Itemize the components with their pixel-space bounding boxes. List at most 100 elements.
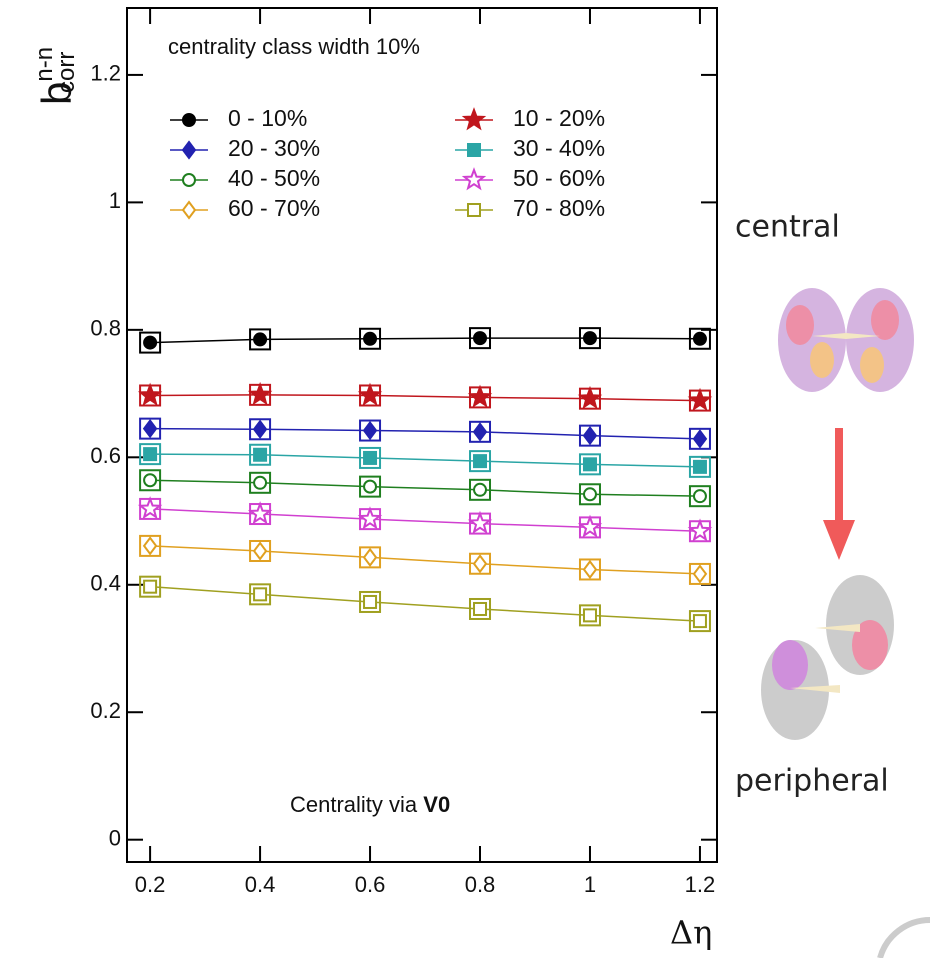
data-point bbox=[142, 536, 158, 556]
legend-marker bbox=[182, 113, 196, 127]
series-line bbox=[150, 585, 700, 622]
x-tick-label: 1.2 bbox=[685, 872, 716, 897]
syst-box bbox=[578, 604, 601, 627]
syst-box bbox=[578, 453, 601, 476]
data-point bbox=[582, 608, 597, 623]
x-axis-label: Δη bbox=[670, 914, 712, 952]
syst-box bbox=[578, 558, 601, 581]
legend-label: 30 - 40% bbox=[513, 135, 605, 161]
data-point bbox=[687, 387, 713, 412]
data-point bbox=[467, 510, 493, 535]
data-point bbox=[143, 473, 158, 488]
annotation: Centrality via V0 bbox=[290, 792, 450, 817]
data-point bbox=[143, 447, 158, 462]
syst-box bbox=[139, 534, 162, 557]
syst-box bbox=[139, 575, 162, 598]
syst-box bbox=[469, 450, 492, 473]
legend-title: centrality class width 10% bbox=[168, 34, 420, 59]
legend-marker bbox=[181, 140, 197, 160]
syst-box bbox=[359, 446, 382, 469]
y-label-sub: corr bbox=[53, 52, 80, 93]
annotation-text: Centrality via bbox=[290, 792, 423, 817]
data-point bbox=[692, 564, 708, 584]
plot-frame bbox=[126, 7, 718, 863]
side-label: central bbox=[735, 210, 840, 245]
legend-label: 20 - 30% bbox=[228, 135, 320, 161]
arrow-head bbox=[823, 520, 855, 560]
syst-box bbox=[688, 427, 711, 450]
series-line bbox=[150, 453, 700, 468]
y-tick-label: 1.2 bbox=[90, 61, 121, 86]
syst-box bbox=[139, 331, 162, 354]
legend-label: 50 - 60% bbox=[513, 165, 605, 191]
syst-box bbox=[249, 443, 272, 466]
data-point bbox=[247, 501, 273, 525]
data-point bbox=[692, 489, 707, 504]
data-point bbox=[252, 541, 268, 561]
syst-box bbox=[469, 420, 492, 443]
y-tick-label: 1 bbox=[109, 188, 121, 213]
y-label-sup: n-n bbox=[31, 47, 58, 82]
syst-box bbox=[688, 562, 711, 585]
arrow-shaft bbox=[835, 428, 843, 523]
data-point bbox=[363, 479, 378, 494]
data-point bbox=[362, 547, 378, 568]
syst-box bbox=[469, 597, 492, 620]
data-point bbox=[687, 518, 713, 542]
data-point bbox=[473, 482, 488, 497]
data-point bbox=[253, 332, 268, 347]
data-point bbox=[577, 385, 603, 410]
syst-box bbox=[359, 327, 382, 350]
data-point bbox=[357, 382, 383, 406]
y-tick-label: 0.4 bbox=[90, 571, 121, 596]
data-point bbox=[362, 420, 378, 441]
x-tick-label: 0.4 bbox=[245, 872, 276, 897]
legend-marker bbox=[181, 200, 197, 220]
data-point bbox=[582, 559, 598, 580]
data-point bbox=[577, 514, 603, 538]
series-line bbox=[150, 479, 700, 497]
legend-label: 60 - 70% bbox=[228, 195, 320, 221]
y-tick-label: 0 bbox=[109, 826, 121, 851]
corner-decoration bbox=[877, 917, 931, 958]
legend-label: 40 - 50% bbox=[228, 165, 320, 191]
data-point bbox=[252, 419, 268, 439]
nucleus-illustration bbox=[778, 288, 914, 392]
nucleus-illustration bbox=[761, 575, 894, 740]
data-point bbox=[582, 487, 597, 502]
data-point bbox=[137, 496, 163, 520]
legend-marker bbox=[182, 173, 196, 187]
data-point bbox=[363, 594, 378, 609]
syst-box bbox=[469, 327, 492, 350]
data-point bbox=[467, 384, 493, 408]
syst-box bbox=[139, 417, 162, 440]
x-tick-label: 0.8 bbox=[465, 872, 496, 897]
data-point bbox=[473, 601, 488, 616]
syst-box bbox=[578, 327, 601, 350]
legend-label: 0 - 10% bbox=[228, 105, 307, 131]
syst-box bbox=[359, 546, 382, 569]
x-tick-label: 0.6 bbox=[355, 872, 386, 897]
y-axis-label: bn-ncorr bbox=[31, 47, 80, 105]
legend-label: 10 - 20% bbox=[513, 105, 605, 131]
syst-box bbox=[249, 583, 272, 606]
syst-box bbox=[249, 471, 272, 494]
data-point bbox=[247, 381, 273, 406]
data-point bbox=[692, 459, 707, 474]
syst-box bbox=[469, 552, 492, 575]
syst-box bbox=[359, 475, 382, 498]
data-point bbox=[253, 447, 268, 462]
series-line bbox=[150, 508, 700, 532]
x-tick-label: 0.2 bbox=[135, 872, 166, 897]
data-point bbox=[692, 614, 707, 629]
syst-box bbox=[688, 455, 711, 478]
legend-marker bbox=[467, 143, 481, 157]
data-point bbox=[363, 331, 378, 346]
data-point bbox=[473, 454, 488, 469]
x-tick-label: 1 bbox=[584, 872, 596, 897]
series-line bbox=[150, 545, 700, 575]
data-point bbox=[582, 457, 597, 472]
y-tick-label: 0.2 bbox=[90, 698, 121, 723]
syst-box bbox=[249, 418, 272, 441]
